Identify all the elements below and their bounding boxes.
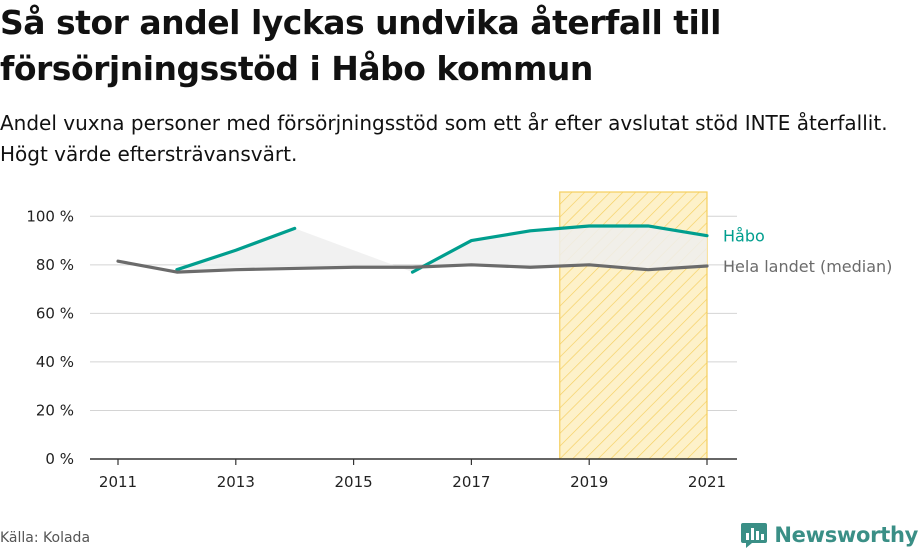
series-line-habo bbox=[175, 226, 297, 272]
x-tick-label: 2017 bbox=[452, 473, 490, 491]
brand-logo: Newsworthy bbox=[740, 519, 918, 551]
chart-title: Så stor andel lyckas undvika återfall ti… bbox=[0, 3, 721, 88]
y-tick-label: 100 % bbox=[26, 207, 74, 225]
difference-area bbox=[412, 225, 707, 273]
x-tick-label: 2013 bbox=[217, 473, 255, 491]
brand-name: Newsworthy bbox=[774, 523, 918, 547]
series-label-national: Hela landet (median) bbox=[723, 257, 892, 276]
x-tick-label: 2011 bbox=[99, 473, 137, 491]
bar-chart-icon bbox=[741, 523, 768, 548]
y-tick-label: 20 % bbox=[36, 401, 74, 419]
y-tick-label: 80 % bbox=[36, 256, 74, 274]
y-tick-label: 40 % bbox=[36, 353, 74, 371]
x-tick-label: 2019 bbox=[570, 473, 608, 491]
source-note: Källa: Kolada bbox=[0, 530, 91, 546]
y-tick-label: 60 % bbox=[36, 304, 74, 322]
x-tick-label: 2015 bbox=[335, 473, 373, 491]
series-label-habo: Håbo bbox=[723, 227, 765, 246]
series-line-habo bbox=[410, 224, 709, 274]
series-line-national bbox=[116, 259, 709, 274]
difference-area bbox=[176, 228, 413, 273]
x-tick-label: 2021 bbox=[688, 473, 726, 491]
y-tick-label: 0 % bbox=[45, 450, 74, 468]
chart-subtitle: Andel vuxna personer med försörjningsstö… bbox=[0, 111, 888, 166]
